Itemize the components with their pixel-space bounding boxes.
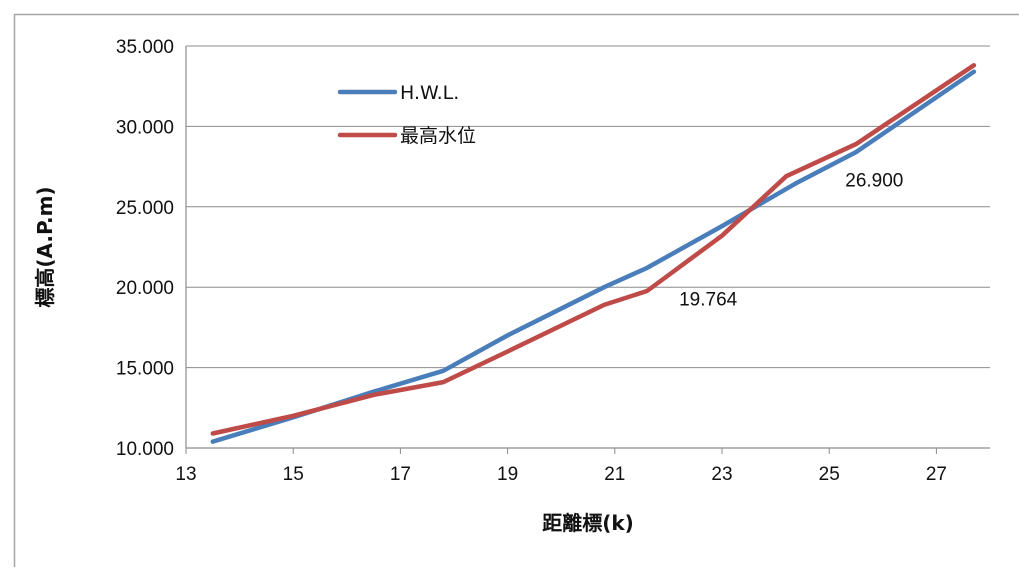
y-tick-label: 15.000 [116, 359, 174, 380]
x-tick-label: 17 [390, 464, 411, 485]
x-tick-label: 25 [819, 464, 840, 485]
x-tick-label: 21 [604, 464, 625, 485]
y-tick-label: 30.000 [116, 117, 174, 138]
legend-label: H.W.L. [400, 82, 459, 104]
y-axis-title: 標高(A.P.m) [33, 186, 57, 307]
legend-label: 最高水位 [400, 125, 476, 147]
y-tick-label: 25.000 [116, 198, 174, 219]
x-tick-label: 13 [175, 464, 196, 485]
x-tick-label: 19 [497, 464, 518, 485]
data-label: 26.900 [845, 170, 903, 191]
x-tick-label: 27 [926, 464, 947, 485]
data-label: 19.764 [679, 289, 738, 310]
y-tick-label: 20.000 [116, 278, 174, 299]
x-tick-label: 15 [283, 464, 304, 485]
x-axis-title: 距離標(k) [542, 511, 634, 535]
x-tick-label: 23 [711, 464, 732, 485]
y-tick-label: 10.000 [116, 439, 174, 460]
y-tick-label: 35.000 [116, 37, 174, 58]
